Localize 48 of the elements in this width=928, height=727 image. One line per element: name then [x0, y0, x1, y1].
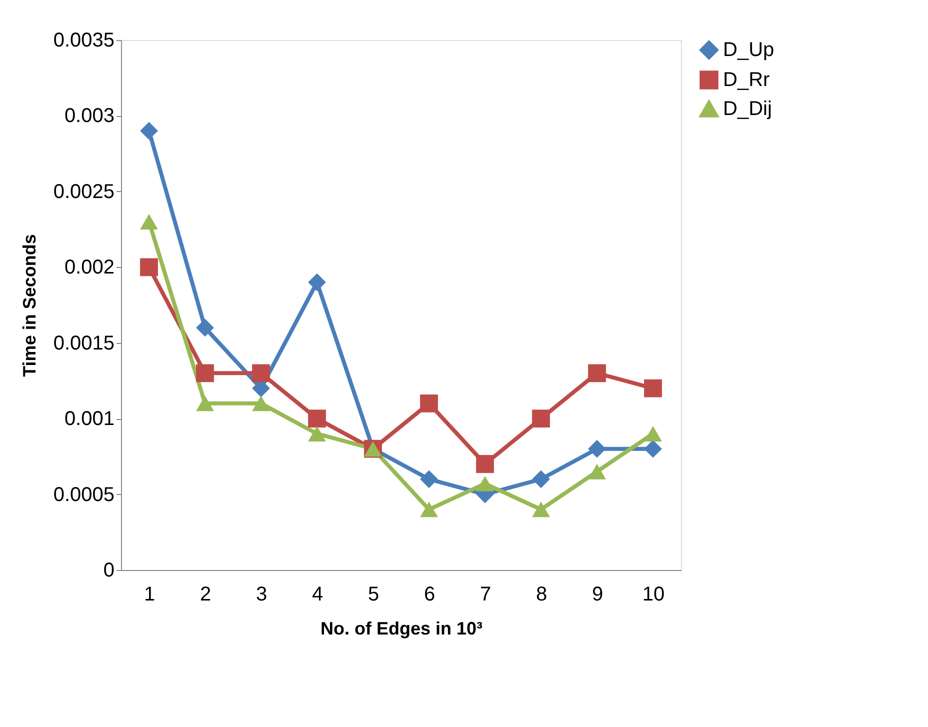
point — [252, 396, 270, 412]
legend-label: D_Up — [723, 39, 774, 61]
y-tick-label: 0.003 — [64, 105, 114, 128]
y-tick-label: 0.002 — [64, 256, 114, 279]
x-tick-label: 8 — [536, 584, 548, 606]
x-tick-label: 3 — [256, 584, 268, 606]
y-tick-label: 0.0035 — [53, 30, 114, 52]
x-tick-label: 4 — [312, 584, 324, 606]
point — [308, 273, 326, 292]
x-tick-label: 2 — [200, 584, 212, 606]
point — [420, 502, 438, 518]
y-axis-title: Time in Seconds — [19, 234, 40, 377]
point — [252, 364, 270, 382]
point — [140, 122, 158, 140]
point — [308, 426, 326, 442]
point — [532, 502, 550, 518]
y-tick-label: 0 — [103, 560, 114, 582]
point — [196, 318, 214, 337]
point — [532, 470, 550, 488]
point — [588, 464, 606, 480]
x-tick-label: 5 — [368, 584, 380, 606]
y-tick-label: 0.0025 — [53, 180, 114, 203]
point — [476, 476, 494, 492]
point — [644, 379, 662, 398]
point — [644, 426, 662, 442]
x-tick-label: 9 — [592, 584, 604, 606]
point — [476, 455, 494, 473]
legend-label: D_Dij — [723, 98, 772, 120]
point — [588, 364, 606, 382]
point — [140, 214, 158, 230]
x-tick-label: 10 — [642, 584, 665, 606]
point — [644, 440, 662, 458]
x-axis-title: No. of Edges in 10³ — [320, 618, 483, 638]
point — [532, 410, 550, 428]
point — [420, 470, 438, 488]
x-tick-label: 6 — [424, 584, 436, 606]
point — [308, 410, 326, 428]
y-tick-label: 0.0015 — [53, 332, 114, 354]
point — [140, 258, 158, 276]
point — [588, 440, 606, 458]
point — [420, 394, 438, 412]
y-tick-label: 0.0005 — [53, 484, 114, 506]
y-tick-label: 0.001 — [64, 408, 114, 430]
legend-label: D_Rr — [723, 69, 770, 91]
x-tick-label: 1 — [144, 584, 156, 606]
point — [196, 364, 214, 382]
x-tick-label: 7 — [480, 584, 492, 606]
point — [196, 396, 214, 412]
